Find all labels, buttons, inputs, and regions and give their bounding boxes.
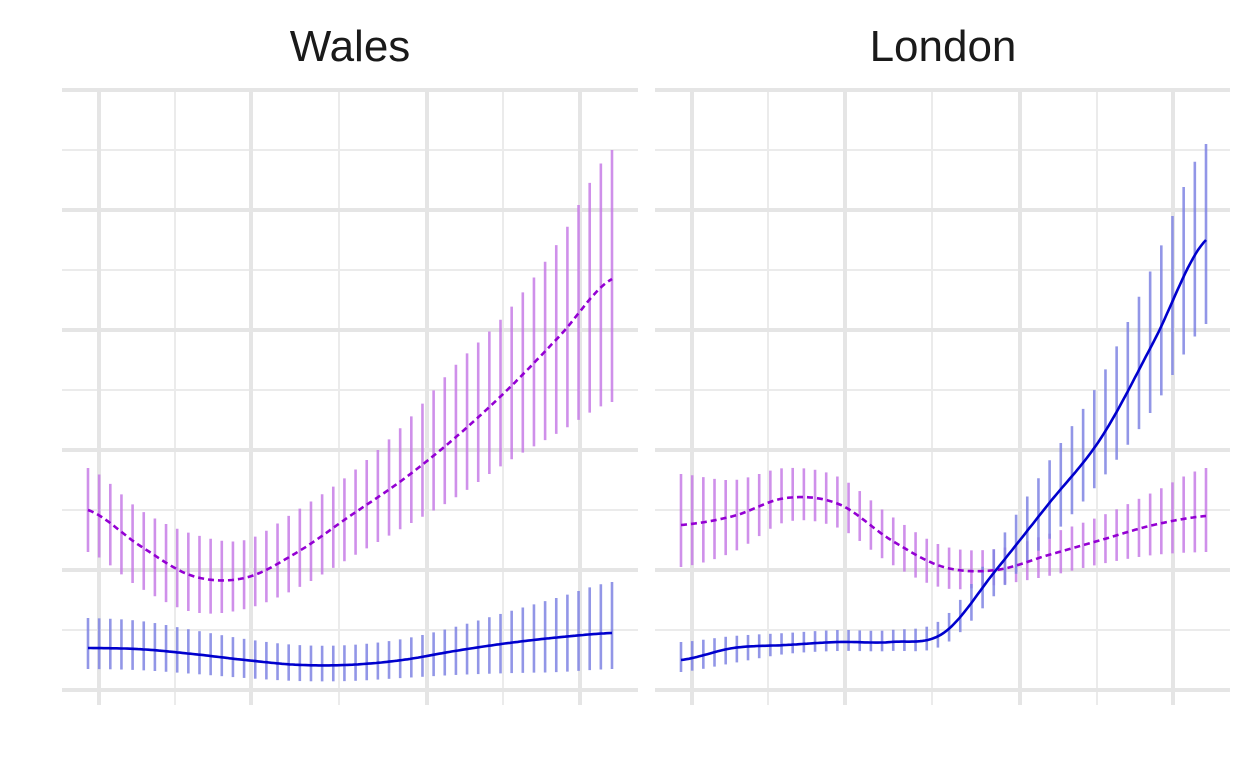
wales-series-0-line <box>87 277 613 582</box>
london-series-1-line <box>680 239 1207 662</box>
wales-series-1-line <box>88 631 613 667</box>
panel-title-london: London <box>869 22 1017 71</box>
panel-title-wales: Wales <box>289 22 411 71</box>
london-series-0-line <box>680 495 1207 573</box>
